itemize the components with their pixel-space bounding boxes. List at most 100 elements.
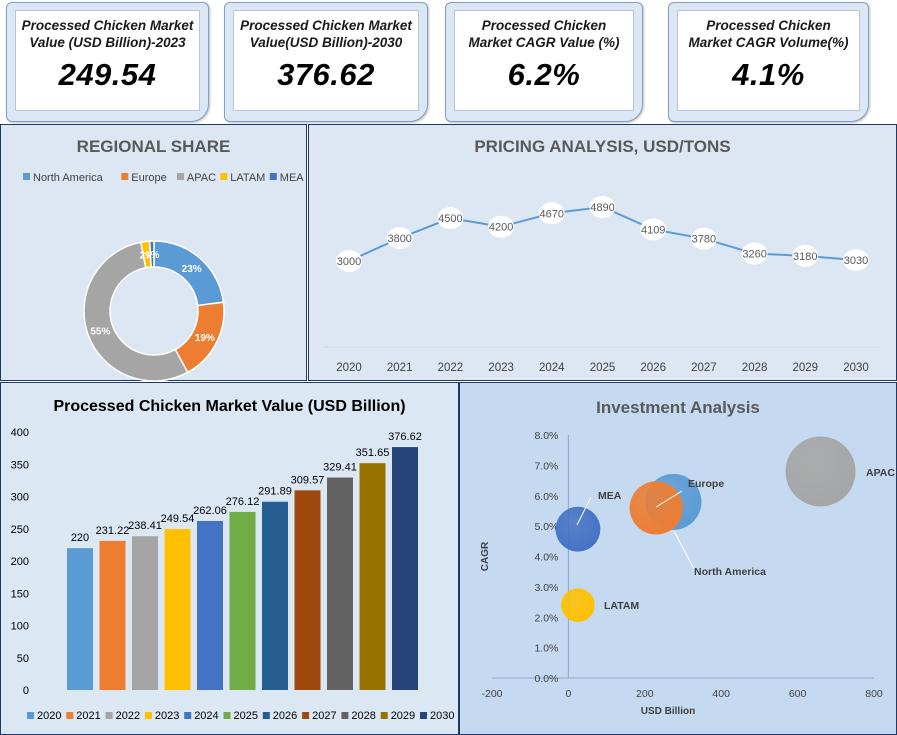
pricing-analysis-panel: PRICING ANALYSIS, USD/TONS 3000 2020 3800 2… bbox=[308, 124, 897, 381]
y-tick-label: 1.0% bbox=[534, 643, 558, 655]
investment-analysis-panel: Investment Analysis 0.0% 1.0% 2.0% 3.0% 4.0%… bbox=[459, 382, 897, 735]
bar-value-label: 249.54 bbox=[161, 513, 195, 525]
pricing-line-chart: 3000 2020 3800 2021 4500 2022 4200 2023 4670 2024… bbox=[323, 196, 881, 374]
legend-label: MEA bbox=[280, 172, 305, 184]
bubble-label: Europe bbox=[688, 478, 724, 490]
legend-label: 2028 bbox=[351, 710, 375, 722]
data-point bbox=[690, 227, 717, 250]
legend-swatch bbox=[66, 712, 74, 719]
x-tick-label: 2027 bbox=[691, 362, 717, 374]
y-tick-label: 50 bbox=[17, 653, 29, 665]
bubble bbox=[555, 506, 601, 552]
x-tick-label: 800 bbox=[865, 688, 883, 700]
bar bbox=[359, 463, 386, 690]
legend-swatch bbox=[23, 173, 30, 180]
data-point bbox=[843, 249, 869, 272]
data-label: 4670 bbox=[540, 208, 564, 220]
bar-value-label: 329.41 bbox=[323, 462, 357, 474]
data-label: 3260 bbox=[742, 249, 766, 261]
data-label: 4109 bbox=[641, 224, 665, 236]
data-point bbox=[741, 242, 768, 265]
x-tick-label: 600 bbox=[789, 688, 807, 700]
kpi-card-cagr-volume: Processed Chicken Market CAGR Volume(%) 4… bbox=[668, 2, 869, 122]
legend-swatch bbox=[144, 712, 152, 719]
legend-swatch bbox=[302, 712, 310, 719]
slice-label: 55% bbox=[90, 326, 110, 337]
bubble-label: North America bbox=[694, 566, 766, 578]
y-tick-label: 200 bbox=[11, 556, 29, 568]
chart-title: REGIONAL SHARE bbox=[76, 137, 231, 156]
legend-swatch bbox=[420, 712, 427, 719]
slice-label: 19% bbox=[195, 333, 215, 344]
bar bbox=[229, 511, 256, 690]
y-tick-label: 100 bbox=[11, 621, 29, 633]
bar-value-label: 376.62 bbox=[388, 431, 422, 443]
x-tick-label: 2028 bbox=[742, 362, 768, 374]
bar-value-label: 220 bbox=[71, 532, 89, 544]
legend-label: 2026 bbox=[273, 710, 297, 722]
data-point bbox=[336, 250, 362, 272]
kpi-title: Processed Chicken Market CAGR Volume(%) bbox=[688, 18, 849, 50]
legend-swatch bbox=[184, 712, 192, 719]
bar bbox=[294, 490, 321, 690]
legend-label: APAC bbox=[187, 172, 216, 184]
legend-label: 2021 bbox=[76, 710, 100, 722]
bar bbox=[99, 540, 126, 690]
data-point bbox=[386, 227, 413, 250]
leader-line bbox=[673, 530, 695, 570]
data-point bbox=[488, 215, 515, 238]
data-label: 4200 bbox=[489, 222, 513, 234]
leader-line bbox=[655, 490, 683, 508]
legend-swatch bbox=[269, 173, 277, 180]
data-label: 3780 bbox=[692, 234, 716, 246]
legend-label: 2025 bbox=[234, 710, 258, 722]
y-tick-label: 5.0% bbox=[534, 521, 558, 533]
bar-value-label: 351.65 bbox=[356, 447, 390, 459]
kpi-card-value-2023: Processed Chicken Market Value (USD Billi… bbox=[6, 2, 209, 122]
regional-share-chart: North America Europe APAC LATAM MEA 23% 19% 55%… bbox=[23, 172, 305, 381]
kpi-card-cagr-value: Processed Chicken Market CAGR Value (%) 6… bbox=[445, 2, 643, 122]
bar-value-label: 276.12 bbox=[226, 496, 260, 508]
data-point bbox=[589, 196, 616, 218]
donut-slice bbox=[83, 241, 189, 381]
x-tick-label: 2025 bbox=[590, 362, 616, 374]
kpi-value: 4.1% bbox=[732, 57, 805, 92]
x-tick-label: 2022 bbox=[438, 362, 464, 374]
data-point bbox=[538, 202, 565, 225]
data-label: 4890 bbox=[590, 202, 614, 214]
chart-title: Processed Chicken Market Value (USD Bill… bbox=[53, 398, 406, 415]
x-tick-label: 200 bbox=[636, 688, 654, 700]
x-tick-label: 2021 bbox=[387, 362, 413, 374]
data-point bbox=[437, 207, 464, 230]
market-value-bar-chart: 050100150200250300350400220231.22238.412… bbox=[11, 427, 455, 722]
legend-label: LATAM bbox=[230, 172, 265, 184]
data-label: 3030 bbox=[844, 255, 868, 267]
bar bbox=[392, 447, 418, 690]
donut-slice bbox=[148, 240, 155, 268]
bar bbox=[132, 536, 158, 690]
legend-label: 2030 bbox=[430, 710, 454, 722]
data-point bbox=[792, 244, 819, 267]
y-tick-label: 3.0% bbox=[534, 582, 558, 594]
bar-value-label: 262.06 bbox=[193, 505, 227, 517]
y-tick-label: 150 bbox=[11, 588, 29, 600]
x-tick-label: 2029 bbox=[793, 362, 819, 374]
legend-label: Europe bbox=[131, 172, 166, 184]
bubble-label: MEA bbox=[598, 490, 622, 502]
kpi-value: 6.2% bbox=[507, 57, 581, 92]
bubble-label: LATAM bbox=[604, 600, 639, 612]
bar bbox=[262, 501, 288, 690]
kpi-title: Processed Chicken Market Value (USD Billi… bbox=[21, 18, 194, 50]
data-point bbox=[640, 218, 667, 241]
bubble bbox=[785, 436, 856, 507]
legend-swatch bbox=[176, 173, 184, 180]
y-axis-label: CAGR bbox=[480, 541, 491, 571]
chart-title: PRICING ANALYSIS, USD/TONS bbox=[474, 137, 731, 156]
bar-value-label: 291.89 bbox=[258, 486, 292, 498]
y-tick-label: 4.0% bbox=[534, 552, 558, 564]
x-tick-label: 2020 bbox=[336, 362, 362, 374]
bar-value-label: 309.57 bbox=[291, 474, 325, 486]
bar-value-label: 231.22 bbox=[96, 525, 130, 537]
kpi-title: Processed Chicken Market CAGR Value (%) bbox=[468, 18, 620, 50]
y-tick-label: 7.0% bbox=[534, 460, 558, 472]
